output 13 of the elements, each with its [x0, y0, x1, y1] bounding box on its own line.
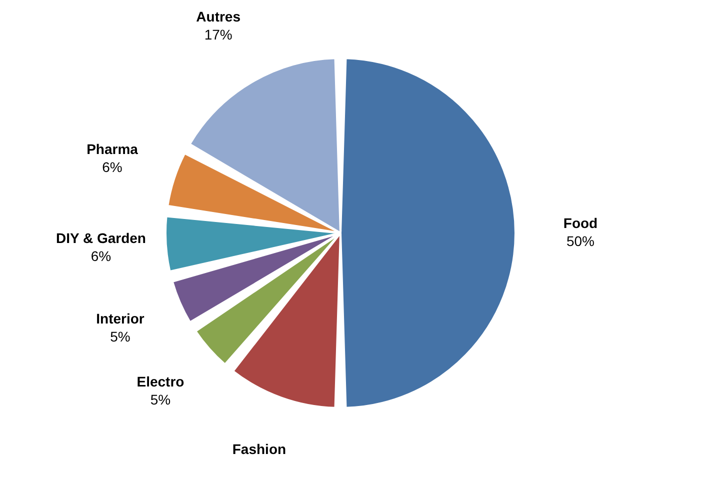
slice-label: DIY & Garden: [56, 230, 146, 246]
slice-label: Interior: [96, 310, 145, 326]
slice-label: Food: [563, 215, 598, 231]
slice-label: Autres: [196, 8, 241, 24]
slice-label: Pharma: [86, 140, 138, 157]
data-label: 50%: [566, 233, 595, 249]
data-label: 6%: [102, 158, 122, 175]
slice-label: Fashion: [232, 440, 286, 457]
data-label: 17%: [204, 26, 232, 42]
slice-label: Electro: [136, 374, 184, 390]
data-label: 6%: [90, 248, 112, 264]
data-label: 5%: [150, 392, 171, 408]
data-label: 5%: [110, 328, 130, 344]
